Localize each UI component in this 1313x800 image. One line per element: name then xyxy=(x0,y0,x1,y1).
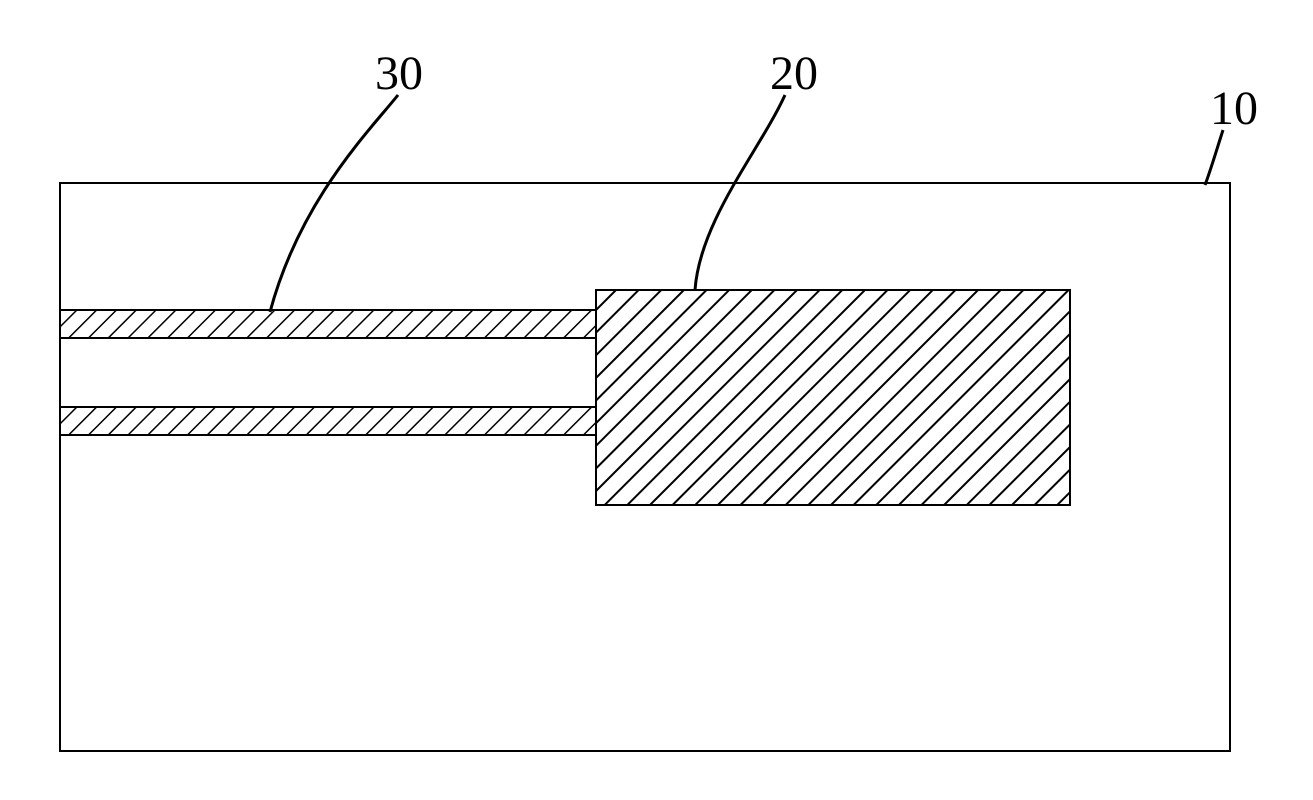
label-30: 30 xyxy=(375,50,423,98)
block-20 xyxy=(594,288,1072,507)
label-20: 20 xyxy=(770,50,818,98)
diagram-canvas: 30 20 10 xyxy=(0,0,1313,800)
hatch-defs xyxy=(0,0,1313,800)
outer-box-10 xyxy=(58,181,1232,753)
leader-lines xyxy=(0,0,1313,800)
label-10: 10 xyxy=(1210,85,1258,133)
bar-30-bottom xyxy=(58,405,598,437)
bar-30-top xyxy=(58,308,598,340)
